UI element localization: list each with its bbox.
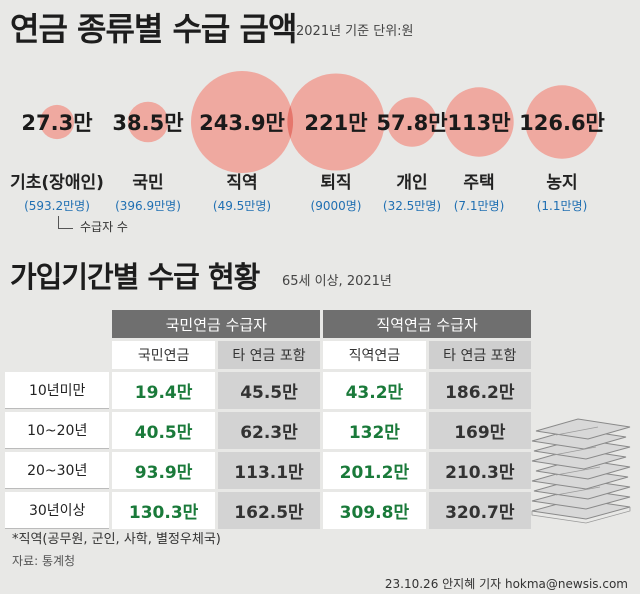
recipient-count-label: (396.9만명) bbox=[115, 199, 181, 213]
row-label: 10~20년 bbox=[5, 412, 110, 449]
source: 자료: 통계청 bbox=[12, 554, 76, 568]
row-label: 30년이상 bbox=[5, 492, 110, 529]
table-corner bbox=[5, 310, 109, 338]
table-row: 10년미만 19.4만 45.5만 43.2만 186.2만 bbox=[5, 372, 531, 409]
credit: 23.10.26 안지혜 기자 hokma@newsis.com bbox=[384, 577, 628, 591]
table-cell: 113.1만 bbox=[217, 452, 321, 489]
bubble-value-label: 243.9만 bbox=[199, 111, 285, 135]
table-cell: 93.9만 bbox=[112, 452, 215, 489]
recipient-count-label: (593.2만명) bbox=[24, 199, 90, 213]
category-label: 직역 bbox=[226, 173, 257, 193]
table-cell: 132만 bbox=[323, 412, 426, 449]
category-label: 개인 bbox=[396, 173, 427, 193]
category-label: 주택 bbox=[463, 173, 494, 193]
category-label: 농지 bbox=[546, 173, 577, 193]
category-label: 퇴직 bbox=[320, 173, 351, 193]
table-cell: 40.5만 bbox=[112, 412, 215, 449]
row-label: 10년미만 bbox=[5, 372, 110, 409]
table-cell: 19.4만 bbox=[112, 372, 215, 409]
recipient-count-label: (1.1만명) bbox=[537, 199, 588, 213]
recipient-count-label: (32.5만명) bbox=[383, 199, 441, 213]
duration-table: 국민연금 수급자 직역연금 수급자 국민연금 타 연금 포함 직역연금 타 연금… bbox=[2, 307, 534, 532]
chart-title: 연금 종류별 수급 금액 bbox=[10, 10, 297, 48]
group-header: 직역연금 수급자 bbox=[323, 310, 531, 338]
bubble bbox=[444, 87, 514, 157]
table-cell: 210.3만 bbox=[428, 452, 531, 489]
bubble-value-label: 126.6만 bbox=[519, 111, 605, 135]
column-header: 타 연금 포함 bbox=[428, 341, 531, 369]
bubble bbox=[127, 101, 169, 143]
recipient-count-label: (49.5만명) bbox=[213, 199, 271, 213]
table-cell: 320.7만 bbox=[428, 492, 531, 529]
recipient-count-label: (7.1만명) bbox=[454, 199, 505, 213]
table-cell: 43.2만 bbox=[323, 372, 426, 409]
bubble-value-label: 221만 bbox=[304, 111, 367, 135]
table-row: 10~20년 40.5만 62.3만 132만 169만 bbox=[5, 412, 531, 449]
cash-stack-illustration bbox=[531, 418, 631, 524]
bubble bbox=[191, 71, 293, 173]
bubble bbox=[39, 104, 75, 140]
bubble-overlap bbox=[287, 105, 293, 139]
column-header: 타 연금 포함 bbox=[217, 341, 321, 369]
column-header: 국민연금 bbox=[112, 341, 215, 369]
count-legend-note: 수급자 수 bbox=[80, 220, 128, 234]
bubble-value-label: 38.5만 bbox=[112, 111, 183, 135]
count-legend-line bbox=[58, 216, 73, 229]
table-corner bbox=[5, 341, 109, 369]
table-row: 30년이상 130.3만 162.5만 309.8만 320.7만 bbox=[5, 492, 531, 529]
footnote: *직역(공무원, 군인, 사학, 별정우체국) bbox=[12, 532, 221, 547]
table-cell: 201.2만 bbox=[323, 452, 426, 489]
table-subtitle: 65세 이상, 2021년 bbox=[282, 274, 392, 289]
bubble bbox=[525, 85, 599, 159]
table-title: 가입기간별 수급 현황 bbox=[10, 260, 260, 294]
group-header: 국민연금 수급자 bbox=[112, 310, 321, 338]
bubble-value-label: 27.3만 bbox=[21, 111, 92, 135]
bubble bbox=[387, 97, 437, 147]
category-label: 국민 bbox=[132, 173, 163, 193]
bubble-value-label: 57.8만 bbox=[376, 111, 447, 135]
bubble-value-label: 113만 bbox=[447, 111, 510, 135]
row-label: 20~30년 bbox=[5, 452, 110, 489]
table-cell: 186.2만 bbox=[428, 372, 531, 409]
table-cell: 309.8만 bbox=[323, 492, 426, 529]
table-cell: 162.5만 bbox=[217, 492, 321, 529]
column-header: 직역연금 bbox=[323, 341, 426, 369]
table-cell: 130.3만 bbox=[112, 492, 215, 529]
bubble bbox=[287, 73, 385, 171]
table-cell: 62.3만 bbox=[217, 412, 321, 449]
chart-subtitle: 2021년 기준 단위:원 bbox=[296, 24, 414, 39]
table-cell: 45.5만 bbox=[217, 372, 321, 409]
table-row: 20~30년 93.9만 113.1만 201.2만 210.3만 bbox=[5, 452, 531, 489]
table-cell: 169만 bbox=[428, 412, 531, 449]
category-label: 기초(장애인) bbox=[10, 173, 104, 193]
recipient-count-label: (9000명) bbox=[311, 199, 362, 213]
